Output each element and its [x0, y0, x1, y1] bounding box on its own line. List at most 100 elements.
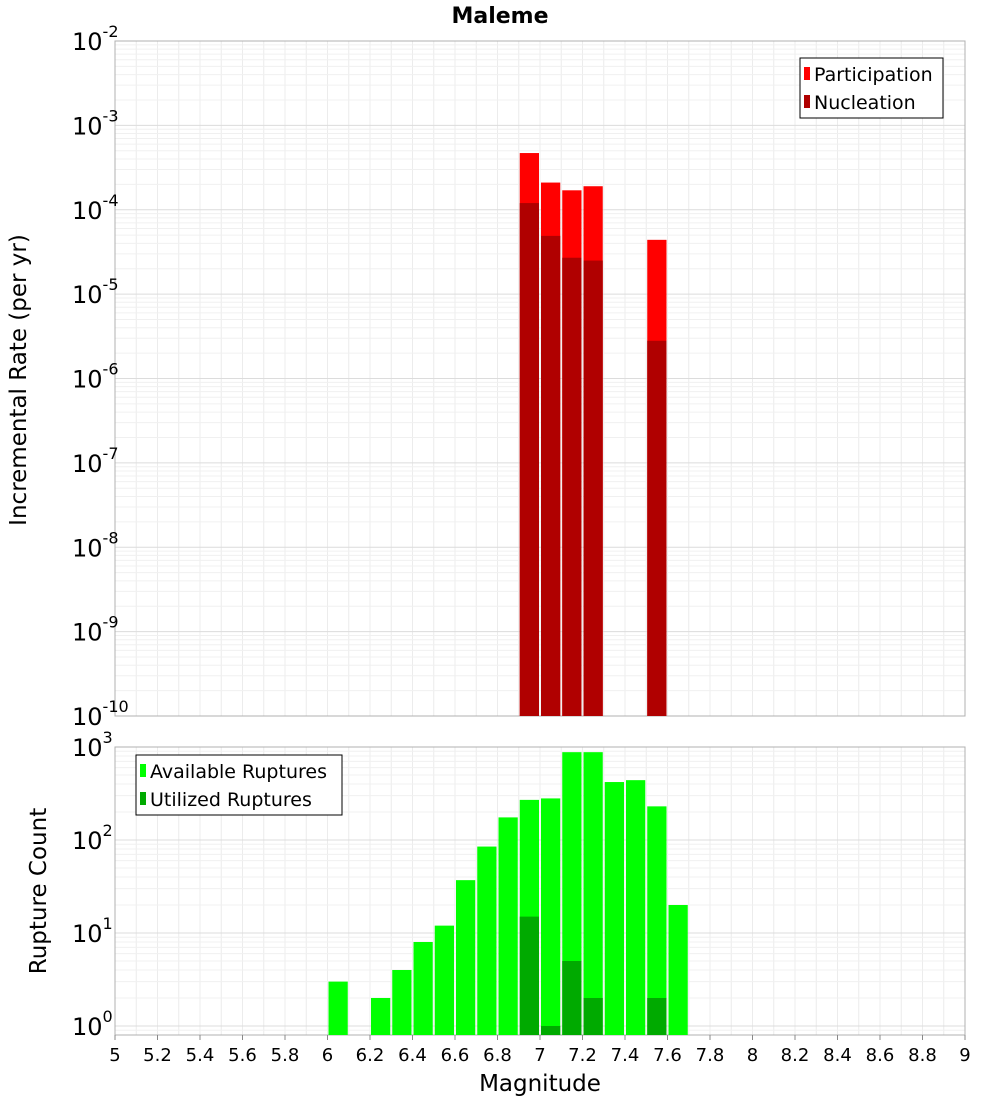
y-tick-base: 10: [72, 827, 103, 855]
y-tick-label: 10-3: [72, 106, 119, 140]
y-tick-exponent: -5: [103, 275, 119, 294]
top-y-axis-label: Incremental Rate (per yr): [6, 234, 32, 526]
legend-swatch: [804, 67, 810, 80]
bar-available-ruptures: [477, 846, 497, 1035]
y-tick-label: 101: [72, 914, 113, 948]
bar-nucleation: [519, 203, 539, 716]
y-tick-label: 10-4: [72, 191, 119, 225]
top-y-axis-ticks: 10-210-310-410-510-610-710-810-910-10: [72, 22, 129, 731]
top-plot-area: [114, 40, 966, 717]
bar-available-ruptures: [434, 925, 454, 1035]
bottom-y-axis-label: Rupture Count: [26, 808, 52, 974]
y-tick-base: 10: [72, 366, 103, 394]
bar-utilized-ruptures: [583, 997, 603, 1035]
y-tick-label: 10-2: [72, 22, 119, 56]
y-tick-exponent: 3: [103, 728, 113, 747]
bar-available-ruptures: [328, 981, 348, 1035]
x-tick-label: 8.8: [908, 1045, 937, 1066]
legend-label: Utilized Ruptures: [150, 789, 312, 811]
bottom-plot-bars: [328, 752, 688, 1035]
bar-available-ruptures: [498, 817, 518, 1035]
x-axis-ticks: 5 5.2 5.4 5.6 5.8 6 6.2 6.4 6.6 6.8 7 7.2 7.4 7.6 7.8 8…: [109, 1035, 971, 1066]
bar-available-ruptures: [668, 904, 688, 1035]
bar-utilized-ruptures: [647, 997, 667, 1035]
y-tick-label: 10-6: [72, 360, 119, 394]
bar-available-ruptures: [392, 969, 412, 1035]
legend-swatch: [804, 95, 810, 108]
y-tick-exponent: 1: [103, 914, 113, 933]
x-tick-label: 8.6: [866, 1045, 895, 1066]
x-tick-label: 5.2: [143, 1045, 172, 1066]
legend-box: [799, 57, 944, 119]
y-tick-exponent: -4: [103, 191, 119, 210]
x-tick-label: 7.6: [653, 1045, 682, 1066]
x-tick-label: 7.8: [696, 1045, 725, 1066]
y-tick-base: 10: [72, 450, 103, 478]
bar-available-ruptures: [626, 780, 646, 1035]
y-tick-exponent: -3: [103, 106, 119, 125]
bar-nucleation: [583, 260, 603, 716]
bottom-legend: Available Ruptures Utilized Ruptures: [135, 754, 343, 816]
y-tick-base: 10: [72, 28, 103, 56]
x-tick-label: 6.8: [483, 1045, 512, 1066]
x-tick-label: 5.8: [271, 1045, 300, 1066]
top-plot-grid: [114, 41, 966, 717]
bar-nucleation: [541, 235, 561, 716]
bar-available-ruptures: [647, 806, 667, 1035]
y-tick-base: 10: [72, 920, 103, 948]
y-tick-base: 10: [72, 703, 103, 731]
y-tick-exponent: 0: [103, 1007, 113, 1026]
y-tick-base: 10: [72, 281, 103, 309]
bar-utilized-ruptures: [541, 1025, 561, 1035]
bar-utilized-ruptures: [562, 960, 582, 1035]
x-tick-label: 7.4: [611, 1045, 640, 1066]
x-tick-label: 8.2: [781, 1045, 810, 1066]
y-tick-exponent: 2: [103, 821, 113, 840]
bar-available-ruptures: [604, 782, 624, 1035]
y-tick-exponent: -8: [103, 528, 119, 547]
legend-label: Nucleation: [814, 92, 916, 114]
bar-available-ruptures: [583, 752, 603, 1035]
x-tick-label: 5: [109, 1045, 120, 1066]
bar-available-ruptures: [371, 997, 391, 1035]
x-axis-label: Magnitude: [479, 1071, 601, 1097]
y-tick-exponent: -6: [103, 360, 119, 379]
chart-title: Maleme: [451, 4, 548, 29]
bar-available-ruptures: [541, 798, 561, 1035]
bar-nucleation: [647, 340, 667, 716]
x-tick-label: 6.4: [398, 1045, 427, 1066]
legend-swatch: [140, 764, 146, 777]
y-tick-label: 10-9: [72, 613, 119, 647]
y-tick-label: 10-8: [72, 528, 119, 562]
y-tick-label: 100: [72, 1007, 113, 1041]
x-tick-label: 6.2: [356, 1045, 385, 1066]
x-tick-label: 9: [959, 1045, 970, 1066]
top-legend: Participation Nucleation: [799, 57, 944, 119]
y-tick-exponent: -9: [103, 613, 119, 632]
bar-available-ruptures: [413, 942, 433, 1035]
x-tick-label: 8: [747, 1045, 758, 1066]
y-tick-label: 10-7: [72, 444, 119, 478]
x-tick-label: 5.4: [186, 1045, 215, 1066]
y-tick-label: 103: [72, 728, 113, 762]
y-tick-base: 10: [72, 734, 103, 762]
x-tick-label: 7.2: [568, 1045, 597, 1066]
y-tick-base: 10: [72, 197, 103, 225]
bar-utilized-ruptures: [519, 916, 539, 1035]
x-tick-label: 6: [322, 1045, 333, 1066]
bar-available-ruptures: [456, 880, 476, 1035]
y-tick-exponent: -7: [103, 444, 119, 463]
x-tick-label: 7: [534, 1045, 545, 1066]
x-tick-label: 6.6: [441, 1045, 470, 1066]
y-tick-base: 10: [72, 112, 103, 140]
legend-label: Participation: [814, 64, 933, 86]
y-tick-label: 10-5: [72, 275, 119, 309]
x-tick-label: 5.6: [228, 1045, 257, 1066]
legend-swatch: [140, 792, 146, 805]
y-tick-base: 10: [72, 534, 103, 562]
legend-box: [135, 754, 343, 816]
bar-nucleation: [562, 257, 582, 716]
y-tick-exponent: -10: [103, 697, 129, 716]
